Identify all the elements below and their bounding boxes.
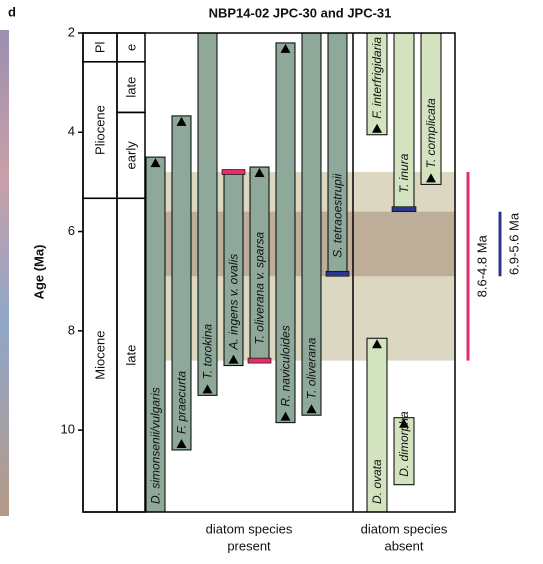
age-band [145,211,455,277]
y-axis-label: Age (Ma) [31,245,46,300]
y-tick-label: 6 [68,223,75,238]
datum-triangle [306,404,317,414]
plot-frame [82,32,456,513]
species-label: A. ingens v. ovalis [227,254,241,351]
species-label: S. tetraoestrupii [331,173,345,257]
datum-triangle [399,418,409,428]
epochs-label: Pliocene [92,105,107,155]
y-tick-label: 10 [61,422,75,437]
subepochs-label: late [123,77,138,98]
y-tick-label: 4 [68,124,75,139]
datum-triangle [176,116,187,126]
datum-triangle [150,158,161,168]
datum-triangle [254,168,265,178]
age-range-label: 8.6-4.8 Ma [474,234,489,297]
range-bar [171,115,192,451]
species-label: F. interfrigidaria [370,37,384,119]
species-label: R. naviculoides [279,325,293,406]
group-label: absent [384,538,423,553]
species-label: T. oliverana v. sparsa [253,232,267,345]
datum-triangle [202,384,213,394]
species-label: D. simonsenii/vulgaris [149,387,163,504]
chart-title: NBP14-02 JPC-30 and JPC-31 [209,5,392,20]
species-label: T. complicata [424,98,438,169]
species-label: T. inura [397,153,411,193]
datum-triangle [372,339,382,349]
species-label: T. torokina [201,323,215,379]
datum-triangle [176,438,187,448]
y-tick-label: 2 [68,24,75,39]
epochs-label: Miocene [92,331,107,380]
y-tick-label: 8 [68,322,75,337]
datum-triangle [426,173,436,183]
datum-triangle [372,123,382,133]
range-bar [393,417,415,486]
age-range-label: 6.9-5.6 Ma [506,212,521,275]
subepochs-label: early [123,141,138,170]
panel-label: d [8,4,16,19]
species-label: D. dimorpha [397,411,411,477]
species-label: D. ovata [370,459,384,504]
subepochs-label: late [123,345,138,366]
plot: Pl Pliocene Miocene e late early late 2 4 6 8 10 D. … [61,24,522,553]
datum-line [325,270,350,277]
datum-line [391,206,417,213]
datum-triangle [228,354,239,364]
datum-line [221,169,246,175]
species-label: T. oliverana [305,337,319,399]
species-label: F. praecurta [175,370,189,433]
group-label: diatom species [206,521,293,536]
datum-triangle [280,411,291,421]
group-label: diatom species [361,521,448,536]
epochs-label: Pl [92,42,107,54]
subepochs-label: e [123,44,138,51]
group-label: present [227,538,271,553]
range-bar [275,42,296,424]
datum-triangle [280,43,291,53]
datum-line [247,357,272,364]
neighbor-panel-strip [0,30,9,516]
